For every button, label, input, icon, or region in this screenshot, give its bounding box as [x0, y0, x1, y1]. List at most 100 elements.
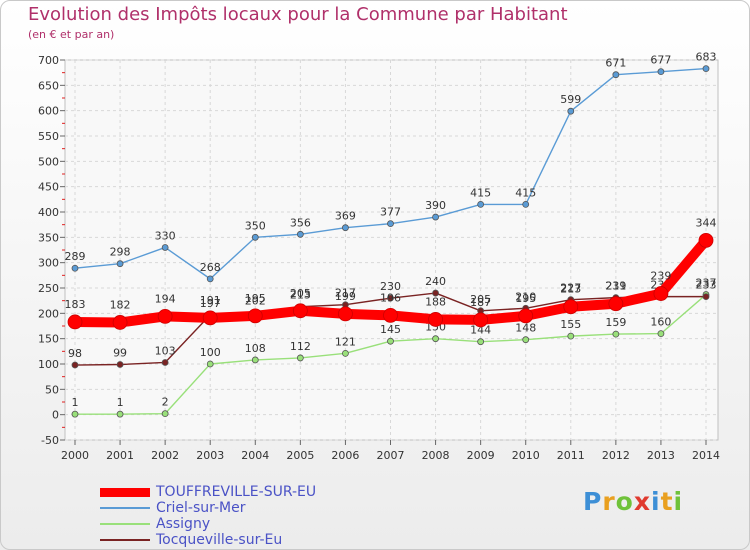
data-point: [251, 356, 259, 364]
legend-swatch: [100, 523, 150, 525]
data-label: 213: [560, 283, 581, 296]
data-point: [116, 361, 124, 368]
logo-letter: x: [633, 487, 651, 516]
legend-label: Assigny: [156, 516, 211, 532]
data-point: [432, 213, 439, 221]
data-label: 217: [335, 287, 356, 300]
data-label: 195: [515, 292, 536, 305]
legend-label: Criel-sur-Mer: [156, 500, 246, 516]
data-point: [698, 232, 714, 248]
x-tick-label: 2001: [106, 449, 134, 462]
data-label: 160: [650, 316, 671, 329]
y-tick-label: 350: [38, 231, 59, 244]
logo-letter: i: [651, 487, 661, 516]
x-tick-label: 2000: [61, 449, 89, 462]
data-label: 196: [380, 291, 401, 304]
data-point: [251, 233, 259, 241]
x-tick-label: 2005: [286, 449, 314, 462]
data-point: [161, 244, 169, 251]
x-tick-label: 2013: [647, 449, 675, 462]
x-tick-label: 2004: [241, 449, 269, 462]
data-label: 1: [72, 396, 79, 409]
legend-item: Criel-sur-Mer: [100, 500, 316, 516]
legend-label: Tocqueville-sur-Eu: [156, 532, 283, 548]
data-point: [292, 303, 308, 319]
data-label: 268: [200, 261, 221, 274]
data-point: [202, 310, 218, 326]
data-label: 330: [155, 229, 176, 242]
plot-area: [64, 59, 719, 441]
data-label: 599: [560, 93, 581, 106]
data-label: 219: [605, 280, 626, 293]
data-point: [206, 275, 214, 283]
data-point: [247, 308, 263, 324]
legend-swatch: [100, 487, 150, 497]
y-tick-label: 300: [38, 257, 59, 270]
data-point: [112, 315, 128, 330]
y-tick-label: 550: [38, 130, 59, 143]
data-point: [338, 306, 353, 322]
data-label: 240: [425, 275, 446, 288]
data-point: [296, 354, 304, 362]
data-label: 103: [155, 344, 176, 357]
y-tick-label: 700: [38, 54, 59, 67]
data-point: [342, 224, 349, 232]
data-point: [387, 337, 394, 345]
chart-subtitle: (en € et par an): [28, 28, 115, 41]
legend-item: Assigny: [100, 516, 316, 532]
data-label: 155: [560, 318, 581, 331]
logo-letter: t: [660, 487, 674, 516]
data-label: 239: [650, 270, 671, 283]
data-label: 237: [696, 277, 717, 290]
x-tick-label: 2006: [331, 449, 359, 462]
data-label: 415: [470, 186, 491, 199]
data-point: [612, 330, 620, 338]
logo-letter: i: [673, 487, 684, 516]
chart-title: Evolution des Impôts locaux pour la Comm…: [28, 4, 568, 25]
data-label: 108: [245, 342, 266, 355]
x-tick-label: 2014: [692, 449, 720, 462]
data-point: [71, 361, 79, 369]
x-tick-label: 2002: [151, 449, 179, 462]
series-criel-sur-mer: 289 298 330 268 350 356 369 377 390 415 415 599 671 6…: [65, 51, 717, 283]
data-point: [473, 312, 489, 328]
data-point: [567, 107, 575, 115]
data-point: [383, 307, 398, 323]
data-label: 369: [335, 210, 356, 223]
data-label: 197: [200, 297, 221, 310]
data-label: 377: [380, 206, 401, 219]
y-tick-label: 400: [38, 206, 59, 219]
data-point: [657, 68, 665, 76]
data-label: 121: [335, 335, 356, 348]
x-tick-label: 2010: [512, 449, 540, 462]
data-point: [387, 294, 394, 302]
data-point: [116, 260, 124, 268]
data-label: 671: [605, 57, 626, 70]
data-point: [157, 308, 173, 324]
logo-letter: r: [602, 487, 616, 516]
y-tick-label: 600: [38, 105, 59, 118]
data-label: 298: [110, 246, 131, 259]
data-point: [71, 264, 79, 272]
data-label: 100: [200, 346, 221, 359]
data-point: [432, 289, 439, 297]
x-tick-label: 2011: [557, 449, 585, 462]
data-point: [296, 230, 304, 238]
data-point: [67, 314, 83, 330]
legend-item: TOUFFREVILLE-SUR-EU: [100, 484, 316, 500]
data-label: 191: [200, 294, 221, 307]
data-point: [432, 335, 439, 343]
data-label: 390: [425, 199, 446, 212]
legend-swatch: [100, 539, 150, 541]
data-point: [71, 410, 79, 418]
x-tick-label: 2009: [467, 449, 495, 462]
data-label: 99: [113, 347, 127, 360]
data-label: 144: [470, 324, 491, 337]
data-point: [567, 332, 575, 340]
data-point: [161, 359, 169, 366]
y-tick-label: -50: [41, 434, 59, 447]
data-point: [608, 296, 624, 312]
data-label: 289: [65, 250, 86, 263]
